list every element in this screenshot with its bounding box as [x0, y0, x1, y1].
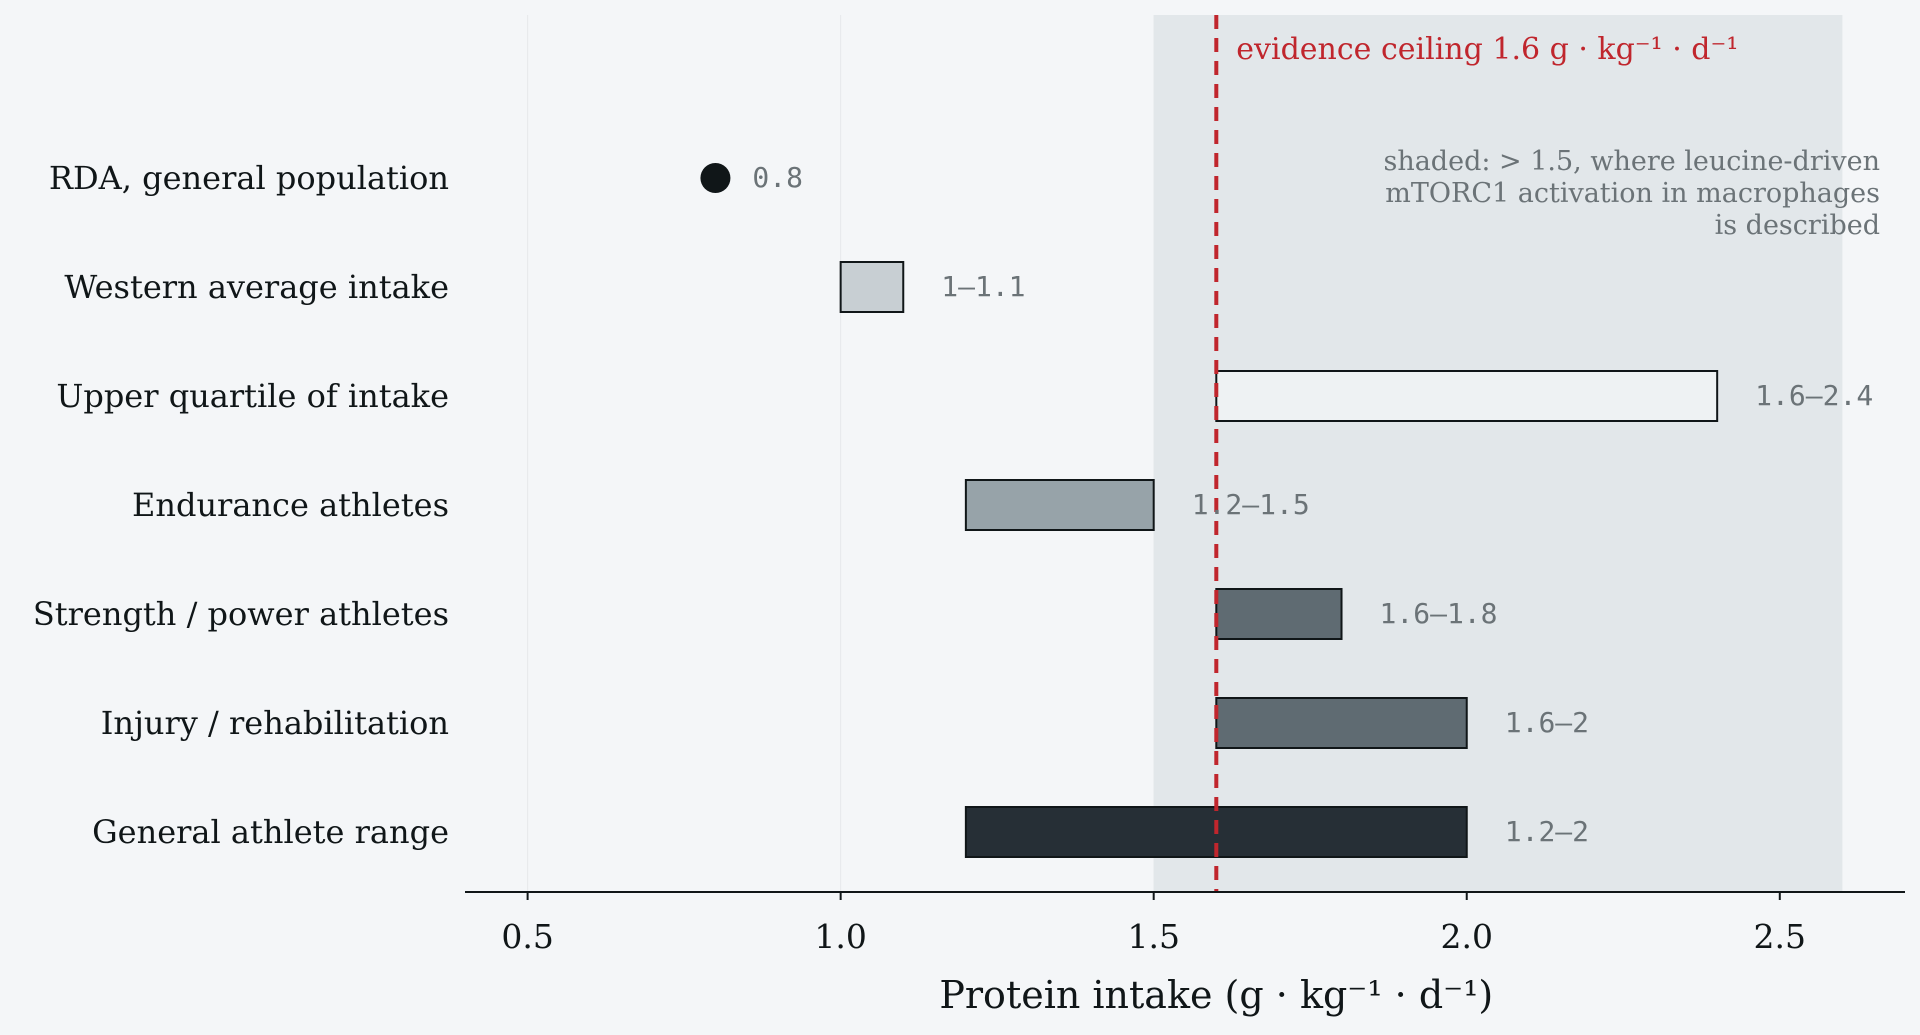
x-tick-label-3: 2.0: [1440, 917, 1492, 956]
category-label-1: Western average intake: [64, 268, 449, 306]
labels-layer: 0.8 RDA, general population 1–1.1 Western a…: [33, 146, 1880, 851]
value-label-6: 1.2–2: [1505, 815, 1589, 848]
x-axis: 0.5 1.0 1.5 2.0 2.5 Protein intake (g · kg⁻¹ …: [465, 891, 1905, 1017]
category-label-2: Upper quartile of intake: [56, 377, 449, 415]
range-bar-4: [1215, 588, 1343, 640]
value-label-1: 1–1.1: [941, 270, 1025, 303]
range-bar-1: [839, 261, 905, 313]
category-label-3: Endurance athletes: [132, 486, 449, 524]
category-label-0: RDA, general population: [49, 159, 449, 197]
range-bar-2: [1215, 370, 1719, 422]
reference-line-label: evidence ceiling 1.6 g · kg⁻¹ · d⁻¹: [1236, 32, 1738, 67]
value-label-5: 1.6–2: [1505, 706, 1589, 739]
point-marker-0: [700, 163, 731, 193]
value-label-3: 1.2–1.5: [1192, 488, 1310, 521]
category-label-4: Strength / power athletes: [33, 595, 449, 633]
x-axis-title: Protein intake (g · kg⁻¹ · d⁻¹): [939, 973, 1493, 1017]
range-bar-5: [1215, 697, 1468, 749]
value-label-4: 1.6–1.8: [1380, 597, 1498, 630]
x-tick-label-2: 1.5: [1127, 917, 1179, 956]
shaded-note-line-0: shaded: > 1.5, where leucine-driven: [1383, 146, 1880, 177]
x-tick-label-0: 0.5: [501, 917, 553, 956]
shaded-note-line-1: mTORC1 activation in macrophages: [1385, 178, 1880, 209]
x-tick-label-4: 2.5: [1754, 917, 1806, 956]
bars-layer: [700, 163, 1719, 858]
value-label-0: 0.8: [752, 161, 803, 194]
category-label-6: General athlete range: [92, 813, 449, 851]
category-label-5: Injury / rehabilitation: [101, 704, 449, 742]
range-bar-3: [964, 479, 1155, 531]
shaded-note-line-2: is described: [1715, 210, 1880, 241]
value-label-2: 1.6–2.4: [1755, 379, 1873, 412]
reference-line-layer: evidence ceiling 1.6 g · kg⁻¹ · d⁻¹: [1214, 15, 1738, 892]
x-tick-label-1: 1.0: [814, 917, 866, 956]
